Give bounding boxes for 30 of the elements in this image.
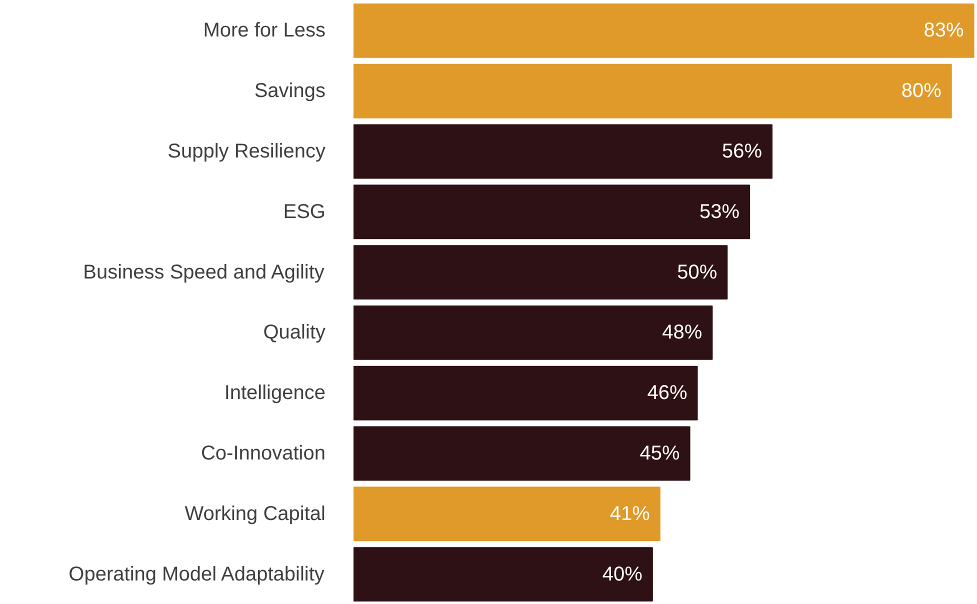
bar (354, 64, 952, 118)
bar (354, 124, 772, 179)
y-tick-label: More for Less (203, 20, 326, 42)
y-tick-label: ESG (283, 200, 326, 223)
bar (354, 305, 713, 360)
y-tick-label: Supply Resiliency (168, 140, 326, 162)
bar (354, 245, 728, 300)
data-label: 45% (640, 442, 680, 464)
bar (354, 486, 660, 542)
y-tick-label: Working Capital (184, 502, 326, 525)
data-label: 56% (722, 140, 762, 162)
bar (354, 547, 653, 602)
y-tick-label: Intelligence (224, 382, 326, 404)
y-tick-label: Co-Innovation (200, 442, 326, 464)
y-tick-label: Quality (263, 322, 326, 344)
data-label: 53% (700, 200, 740, 223)
y-tick-label: Savings (254, 80, 326, 102)
data-label: 50% (677, 261, 718, 284)
data-label: 41% (610, 502, 650, 525)
data-label: 46% (647, 382, 688, 404)
y-tick-label: Business Speed and Agility (83, 261, 324, 284)
bar (354, 366, 698, 420)
bar (354, 426, 690, 481)
data-label: 40% (602, 563, 643, 586)
data-label: 80% (901, 80, 942, 102)
bar (354, 3, 974, 58)
data-label: 83% (924, 20, 964, 42)
data-label: 48% (662, 322, 702, 344)
y-tick-label: Operating Model Adaptability (68, 563, 324, 586)
bar (354, 184, 750, 240)
